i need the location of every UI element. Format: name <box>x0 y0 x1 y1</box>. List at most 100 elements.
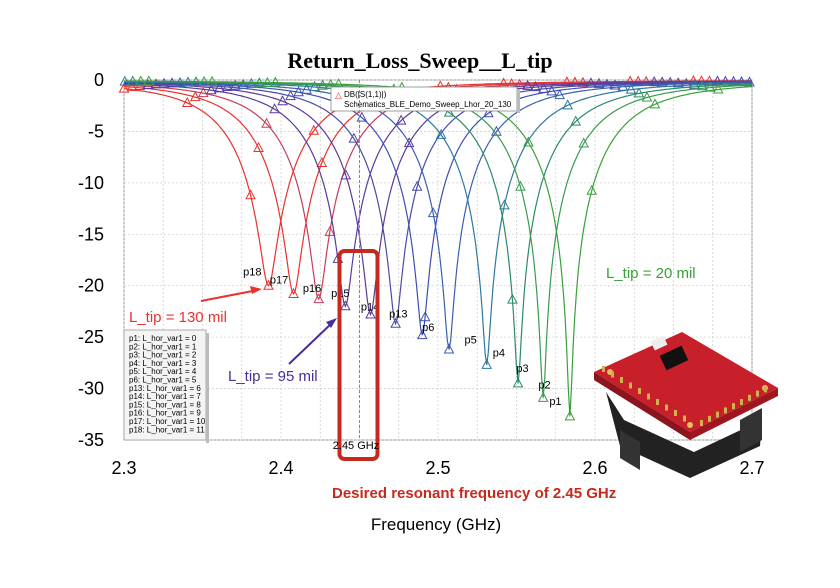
data-marker <box>395 114 407 125</box>
data-marker <box>309 80 320 92</box>
data-marker <box>293 86 304 97</box>
param-legend-entry: p6: L_hor_var1 = 5 <box>129 376 197 385</box>
y-tick-label: -20 <box>78 276 104 296</box>
data-marker <box>499 199 510 210</box>
data-marker <box>301 83 312 94</box>
pin <box>656 399 659 405</box>
pin <box>732 403 735 410</box>
marker-label-p18: p18 <box>243 266 261 278</box>
annotation-95mil: L_tip = 95 mil <box>228 368 318 385</box>
data-marker <box>586 184 598 195</box>
param-legend-entry: p2: L_hor_var1 = 1 <box>129 342 197 351</box>
data-marker <box>324 225 336 236</box>
pin <box>764 386 767 393</box>
data-marker <box>688 78 700 89</box>
data-marker <box>308 124 320 135</box>
y-tick-label: -15 <box>78 224 104 244</box>
data-marker <box>435 128 447 139</box>
legend: △ DB(|S(1,1)|) Schematics_BLE_Demo_Sweep… <box>330 86 520 113</box>
dip-marker <box>263 279 274 290</box>
marker-label-p6: p6 <box>422 322 434 334</box>
marker-label-p5: p5 <box>465 334 477 346</box>
pin <box>748 394 751 401</box>
marker-label-p2: p2 <box>538 380 550 392</box>
param-legend: p1: L_hor_var1 = 0p2: L_hor_var1 = 1p3: … <box>123 329 209 443</box>
pcb-board-icon <box>594 332 778 478</box>
data-marker <box>427 207 439 218</box>
y-tick-label: -5 <box>88 121 104 141</box>
data-marker <box>523 136 534 147</box>
chart-title: Return_Loss_Sweep__L_tip <box>287 48 552 73</box>
arrow-95mil-head <box>326 318 337 328</box>
param-legend-entry: p1: L_hor_var1 = 0 <box>129 334 197 343</box>
pin <box>740 399 743 405</box>
data-marker <box>316 156 328 167</box>
data-marker <box>554 89 566 100</box>
data-marker <box>515 180 526 191</box>
dip-marker <box>313 293 325 304</box>
data-marker <box>609 79 621 90</box>
data-marker <box>696 80 708 91</box>
data-marker <box>648 76 660 87</box>
arrow-95mil <box>288 321 334 365</box>
data-marker <box>593 77 605 88</box>
marker-label-p13: p13 <box>389 309 407 321</box>
x-tick-label: 2.3 <box>111 458 136 478</box>
data-marker <box>126 81 138 92</box>
dip-marker <box>288 287 299 298</box>
x-tick-label: 2.4 <box>268 458 293 478</box>
curve-p13 <box>124 81 752 326</box>
pin <box>716 411 719 418</box>
curve-p5 <box>123 81 753 350</box>
data-marker <box>443 106 455 117</box>
dip-marker <box>365 308 376 319</box>
legend-line-2: Schematics_BLE_Demo_Sweep_Lhor_20_130 <box>344 100 512 109</box>
highlight-2-45: 2.45 GHz <box>333 80 380 461</box>
data-marker <box>641 91 653 102</box>
data-marker <box>403 137 415 148</box>
data-marker <box>411 180 423 191</box>
data-marker <box>261 117 272 128</box>
arrow-130mil-head <box>250 286 262 294</box>
data-marker <box>189 91 201 102</box>
pin <box>611 371 614 378</box>
y-tick-label: -10 <box>78 173 104 193</box>
y-tick-labels: 0 -5 -10 -15 -20 -25 -30 -35 <box>78 70 104 450</box>
x-axis-label: Frequency (GHz) <box>371 515 501 534</box>
param-legend-entry: p14: L_hor_var1 = 7 <box>129 392 201 401</box>
data-marker <box>744 76 755 87</box>
param-legend-entry: p3: L_hor_var1 = 2 <box>129 351 197 360</box>
data-marker <box>570 115 582 126</box>
data-marker <box>277 95 288 106</box>
dip-marker <box>390 317 401 328</box>
data-marker <box>181 96 193 107</box>
data-marker <box>245 189 256 200</box>
data-marker <box>625 83 637 94</box>
pin <box>700 420 703 426</box>
data-marker <box>577 76 589 87</box>
y-tick-label: -35 <box>78 430 104 450</box>
param-legend-entry: p5: L_hor_var1 = 4 <box>129 367 197 376</box>
param-legend-entry: p16: L_hor_var1 = 9 <box>129 409 201 418</box>
pin <box>674 410 677 416</box>
x-tick-label: 2.5 <box>425 458 450 478</box>
arrow-130mil <box>200 289 259 302</box>
data-marker <box>143 75 155 86</box>
data-marker <box>712 83 724 94</box>
data-marker <box>269 103 280 114</box>
data-marker <box>285 90 296 101</box>
dip-marker <box>512 377 524 388</box>
data-marker <box>118 82 130 93</box>
data-marker <box>546 85 557 96</box>
data-marker <box>253 141 264 152</box>
legend-line-1: DB(|S(1,1)|) <box>344 90 387 99</box>
data-marker <box>221 80 233 91</box>
param-legend-entry: p13: L_hor_var1 = 6 <box>129 384 201 393</box>
pin <box>629 382 632 389</box>
pin <box>638 388 641 394</box>
param-legend-entry: p4: L_hor_var1 = 3 <box>129 359 197 368</box>
data-marker <box>578 137 590 148</box>
highlight-box <box>337 249 380 461</box>
